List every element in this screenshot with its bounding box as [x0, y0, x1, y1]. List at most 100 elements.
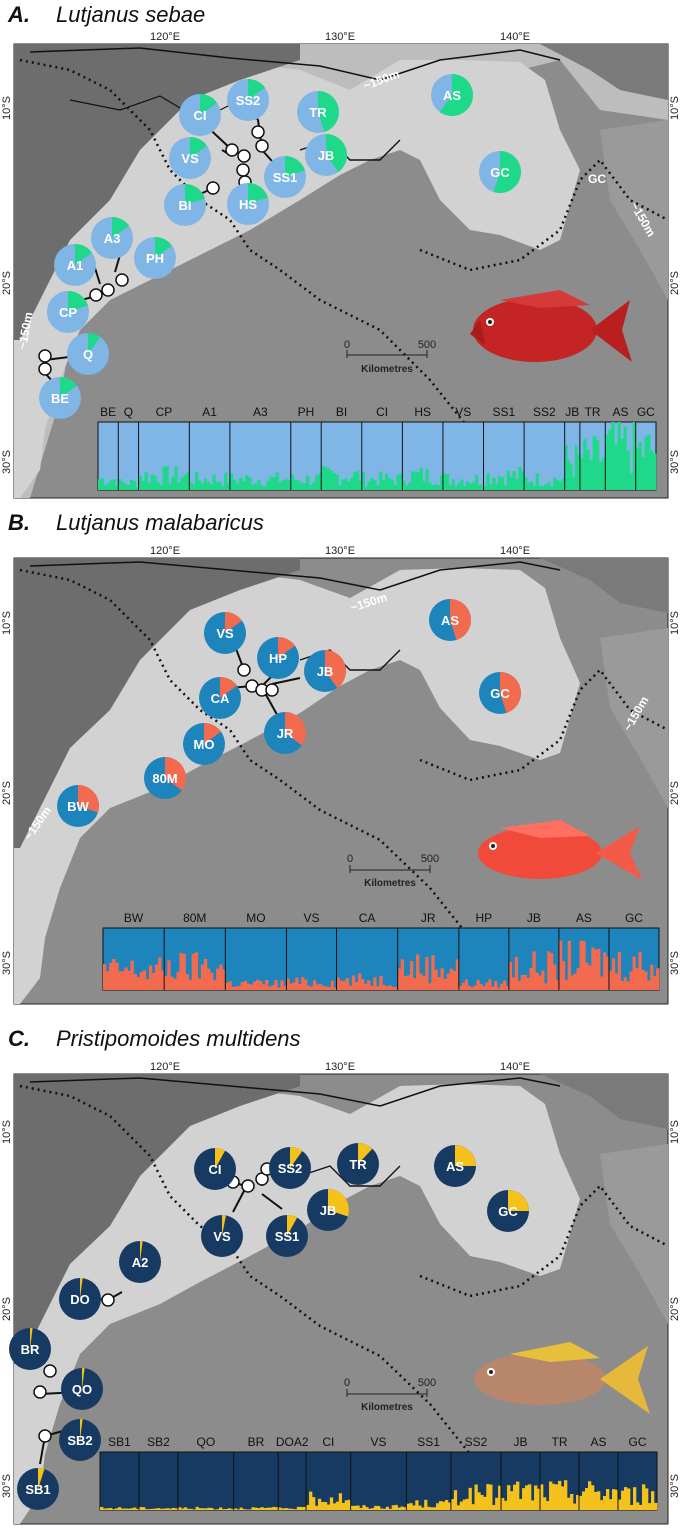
admixture-bar — [290, 1508, 295, 1510]
lat-tick: 30°S — [669, 450, 681, 474]
admixture-bar — [511, 977, 516, 990]
pie-chart-jb: JB — [304, 650, 346, 692]
pie-chart-hs: HS — [227, 183, 269, 225]
admixture-bar — [287, 480, 292, 490]
admixture-bar — [451, 479, 455, 490]
admixture-bar — [506, 470, 510, 490]
admixture-bar — [287, 1508, 291, 1510]
admixture-bar — [498, 1485, 502, 1510]
admixture-bar — [126, 1508, 131, 1510]
admixture-bar — [347, 481, 351, 490]
admixture-bar — [585, 1488, 589, 1510]
admixture-bar — [315, 475, 319, 490]
admixture-bar — [299, 482, 304, 490]
admixture-bar — [591, 1485, 595, 1510]
barplot-label: BR — [248, 1435, 265, 1449]
pie-label: HP — [269, 651, 287, 666]
depth-label: ~150m — [15, 311, 35, 351]
admixture-bar — [402, 480, 406, 490]
admixture-bar — [138, 1507, 143, 1510]
admixture-bar — [103, 964, 107, 990]
admixture-bar — [153, 475, 157, 490]
admixture-bar — [390, 479, 394, 490]
admixture-bar — [385, 986, 389, 990]
barplot-frame — [97, 421, 657, 491]
admixture-bar — [573, 973, 577, 990]
admixture-bar — [428, 482, 432, 490]
admixture-bar — [121, 481, 125, 490]
pie-chart-ci: CI — [179, 94, 221, 136]
pie-slice-minor — [287, 1215, 298, 1236]
admixture-bar — [258, 981, 263, 990]
admixture-bar — [538, 485, 542, 490]
admixture-bar — [576, 1495, 580, 1510]
pie-label: A1 — [67, 258, 84, 273]
admixture-bar — [416, 472, 421, 490]
admixture-bar — [594, 1491, 598, 1510]
admixture-bar — [138, 475, 142, 490]
admixture-bar — [179, 952, 183, 990]
admixture-bar — [376, 485, 380, 490]
admixture-bar — [341, 1502, 346, 1510]
pie-slice-minor — [190, 137, 207, 158]
admixture-bar — [341, 479, 345, 490]
admixture-bar — [626, 450, 630, 490]
admixture-bar — [635, 968, 639, 990]
admixture-bar — [483, 1496, 487, 1510]
admixture-bar — [552, 1483, 556, 1510]
admixture-bar — [318, 473, 322, 490]
admixture-bar — [486, 1484, 490, 1510]
admixture-bar — [529, 481, 534, 490]
admixture-bar — [635, 447, 639, 490]
admixture-bar — [216, 968, 220, 990]
admixture-bar — [221, 485, 225, 490]
pie-slice-minor — [278, 637, 295, 658]
pie-chart-cp: CP — [47, 291, 89, 333]
admixture-bar — [180, 477, 184, 490]
admixture-bar — [413, 471, 418, 490]
pie-chart-vs: VS — [204, 612, 246, 654]
admixture-bar — [255, 979, 260, 990]
admixture-bar — [266, 1507, 270, 1510]
admixture-bar — [239, 1507, 243, 1510]
admixture-bar — [242, 1509, 246, 1510]
admixture-bar — [260, 485, 264, 490]
admixture-bar — [293, 1509, 298, 1510]
lat-tick: 30°S — [1, 1474, 13, 1498]
lat-tick: 10°S — [1, 96, 13, 120]
admixture-bar — [385, 1506, 390, 1510]
admixture-bar — [531, 1500, 535, 1510]
admixture-bar — [165, 466, 169, 490]
admixture-bar — [500, 983, 504, 990]
admixture-bar — [356, 1505, 360, 1510]
admixture-bar — [428, 983, 432, 990]
pie-label: QO — [72, 1382, 92, 1397]
admixture-bar — [350, 1505, 354, 1510]
pie-slice-minor — [222, 1215, 226, 1236]
admixture-bar — [329, 1497, 334, 1510]
admixture-bar — [275, 1507, 279, 1510]
admixture-bar — [585, 962, 589, 990]
admixture-bar — [431, 485, 435, 490]
admixture-bar — [586, 449, 590, 490]
pie-slice-minor — [38, 1468, 45, 1489]
admixture-bar — [537, 1488, 541, 1510]
admixture-bar — [558, 1480, 562, 1510]
admixture-bar — [600, 1500, 604, 1510]
admixture-bar — [564, 1480, 568, 1510]
admixture-bar — [200, 483, 205, 490]
admixture-bar — [457, 482, 461, 490]
admixture-bar — [415, 1500, 419, 1510]
admixture-bar — [567, 460, 571, 490]
admixture-bar — [206, 481, 210, 490]
admixture-bar — [650, 964, 654, 990]
admixture-bar — [150, 474, 154, 490]
admixture-bar — [123, 1508, 128, 1510]
lon-tick: 120°E — [150, 545, 180, 557]
admixture-bar — [292, 982, 296, 990]
pie-slice-minor — [290, 1147, 303, 1168]
admixture-bar — [555, 1484, 559, 1510]
barplot-label: CP — [156, 405, 173, 419]
admixture-bar — [549, 1481, 553, 1510]
admixture-bar — [243, 980, 248, 990]
